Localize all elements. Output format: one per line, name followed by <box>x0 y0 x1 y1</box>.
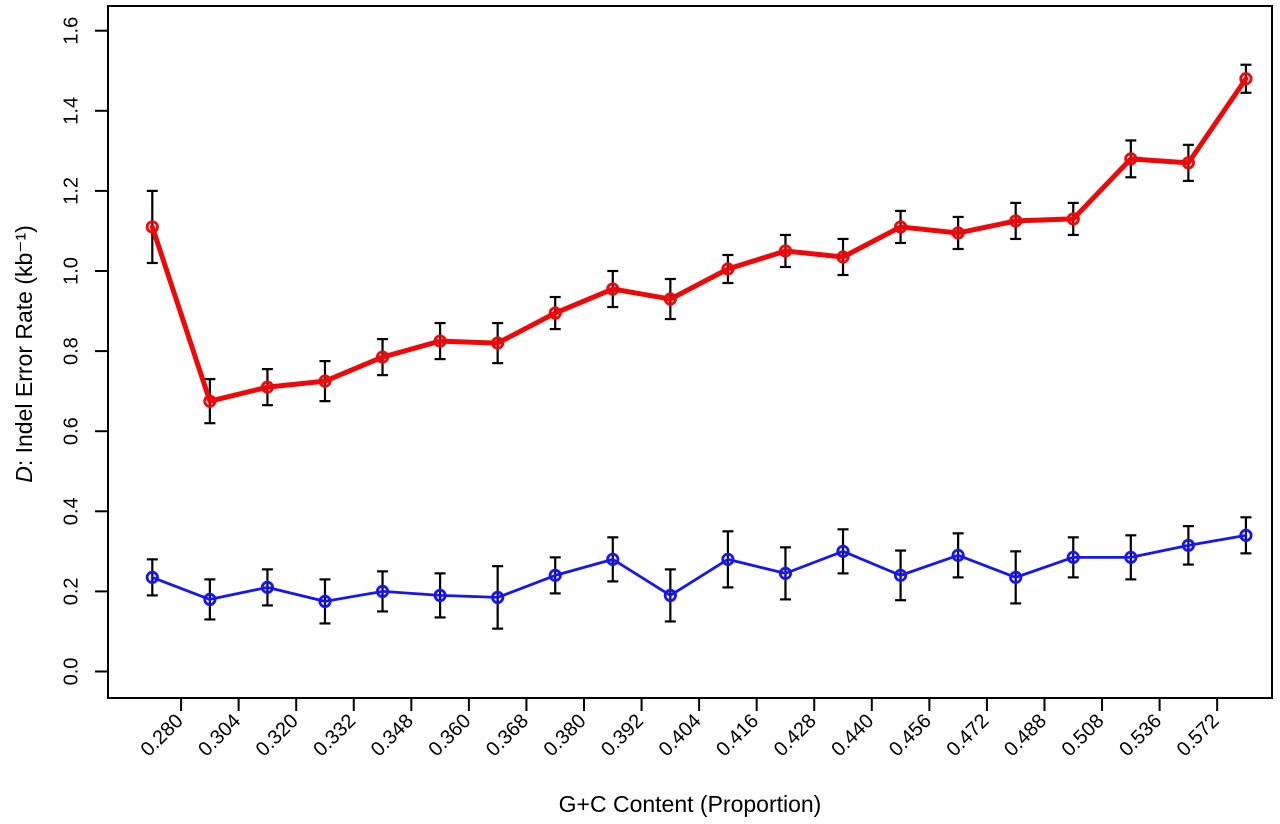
y-tick-label: 0.8 <box>60 337 82 365</box>
y-tick-label: 1.2 <box>60 177 82 205</box>
x-tick-label: 0.392 <box>597 710 648 761</box>
data-point-marker-red <box>778 244 793 258</box>
x-tick-label: 0.404 <box>655 710 706 761</box>
data-point-marker-red <box>951 226 965 240</box>
data-point-marker-red <box>433 334 447 348</box>
data-point-marker-blue <box>836 544 850 558</box>
x-tick-label: 0.440 <box>827 710 878 761</box>
data-point-marker-red <box>1009 214 1023 228</box>
data-point-marker-blue <box>433 588 447 603</box>
x-axis-title: G+C Content (Proportion) <box>559 791 822 817</box>
data-point-marker-red <box>606 282 620 296</box>
x-tick-label: 0.428 <box>770 710 821 761</box>
data-point-marker-blue <box>721 552 735 566</box>
data-point-marker-blue <box>145 570 159 584</box>
data-point-marker-blue <box>318 594 332 609</box>
data-point-marker-red <box>260 380 275 394</box>
data-point-marker-red <box>1181 156 1195 170</box>
x-tick-label: 0.572 <box>1173 710 1224 761</box>
data-point-marker-blue <box>778 566 793 580</box>
series-red <box>145 63 1253 425</box>
data-point-marker-blue <box>260 580 275 594</box>
x-tick-label: 0.360 <box>424 710 475 761</box>
x-tick-label: 0.320 <box>252 710 303 761</box>
x-tick-label: 0.508 <box>1058 710 1109 761</box>
x-tick-label: 0.348 <box>367 710 418 761</box>
data-point-marker-blue <box>203 592 217 607</box>
x-tick-label: 0.488 <box>1000 710 1051 761</box>
data-point-marker-red <box>1239 72 1253 86</box>
y-tick-label: 0.0 <box>60 658 82 686</box>
y-tick-label: 1.4 <box>60 97 82 125</box>
x-tick-label: 0.416 <box>712 710 763 761</box>
y-axis: 0.0 0.2 0.4 0.6 0.8 1.0 1.2 1.4 1.6 <box>60 17 108 686</box>
series-line-red <box>149 76 1249 404</box>
data-point-marker-red <box>375 350 390 364</box>
y-tick-label: 0.6 <box>60 417 82 445</box>
plot-border <box>107 5 1273 699</box>
x-axis: 0.280 0.304 0.320 0.332 0.348 0.360 0.368 0.380… <box>137 698 1224 761</box>
data-point-marker-red <box>721 262 735 276</box>
y-tick-label: 1.0 <box>60 257 82 285</box>
data-point-marker-red <box>893 220 908 234</box>
data-point-marker-red <box>836 250 850 264</box>
x-tick-label: 0.368 <box>482 710 533 761</box>
y-axis-title-rest: : Indel Error Rate (kb⁻¹) <box>11 225 37 466</box>
y-axis-title-italic-d: D <box>11 466 37 483</box>
data-point-marker-blue <box>1066 550 1080 564</box>
data-point-marker-red <box>663 292 677 306</box>
series-line-blue <box>150 533 1248 603</box>
x-tick-label: 0.536 <box>1115 710 1166 761</box>
data-point-marker-red <box>1124 152 1138 166</box>
data-point-marker-blue <box>1124 550 1138 564</box>
x-tick-label: 0.304 <box>194 710 245 761</box>
data-point-marker-blue <box>1181 538 1195 552</box>
data-point-marker-red <box>548 306 562 320</box>
x-tick-label: 0.472 <box>942 710 993 761</box>
y-axis-title: D: Indel Error Rate (kb⁻¹) <box>11 225 37 483</box>
x-tick-label: 0.332 <box>309 710 360 761</box>
data-point-marker-red <box>203 394 217 408</box>
plot-frame <box>107 5 1273 699</box>
y-tick-label: 0.4 <box>60 497 82 525</box>
data-point-marker-red <box>318 374 332 388</box>
x-tick-label: 0.280 <box>137 710 188 761</box>
data-point-marker-blue <box>663 588 677 603</box>
data-point-marker-blue <box>951 548 965 562</box>
data-point-marker-blue <box>606 552 620 566</box>
data-point-marker-blue <box>1239 528 1253 542</box>
x-tick-label: 0.380 <box>540 710 591 761</box>
y-tick-label: 1.6 <box>60 17 82 45</box>
data-point-marker-red <box>491 336 505 350</box>
data-point-marker-blue <box>548 568 562 582</box>
x-tick-label: 0.456 <box>885 710 936 761</box>
data-point-marker-blue <box>375 584 390 599</box>
data-point-marker-red <box>1066 212 1080 226</box>
series-blue <box>145 516 1253 630</box>
y-tick-label: 0.2 <box>60 577 82 605</box>
data-point-marker-blue <box>491 590 505 605</box>
data-point-marker-blue <box>893 568 908 582</box>
data-series <box>145 63 1253 630</box>
data-point-marker-blue <box>1009 570 1023 584</box>
data-point-marker-red <box>145 220 159 234</box>
